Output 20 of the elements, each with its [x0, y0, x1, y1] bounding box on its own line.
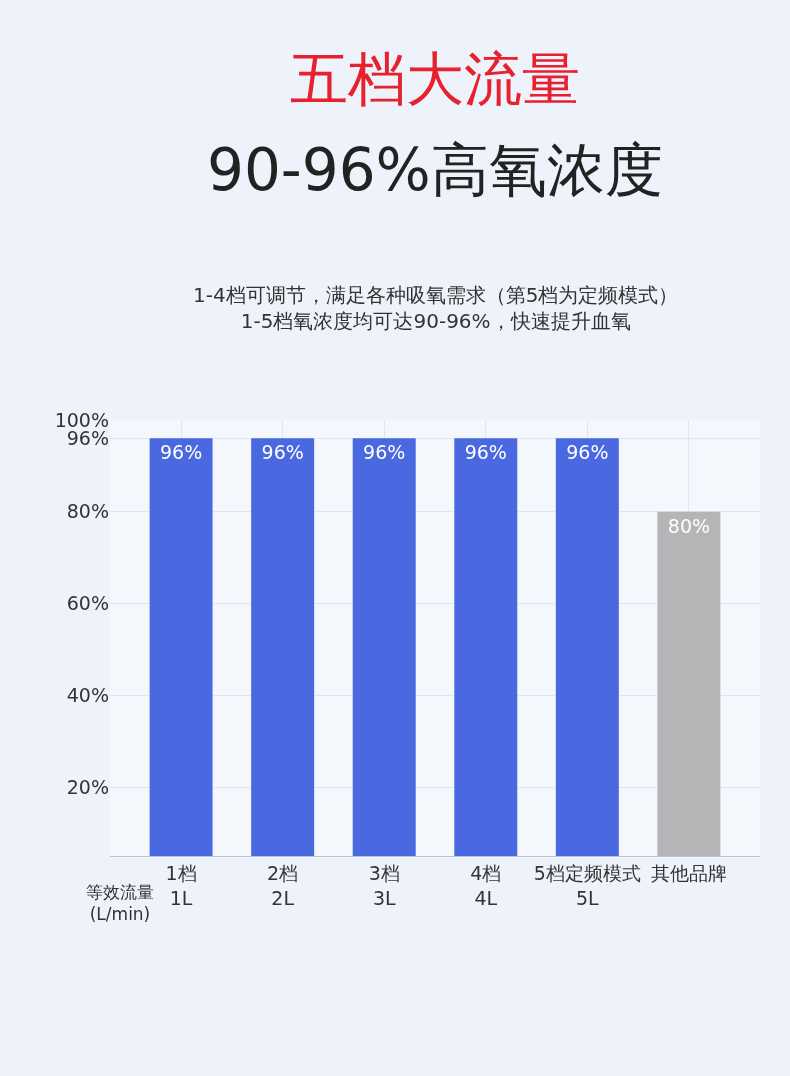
chart-title: 五档大流量	[290, 45, 580, 113]
x-tick-label: 4档 4L	[470, 861, 502, 909]
data-label: 96%	[363, 441, 406, 464]
text: 等效流量 (L/min)	[86, 882, 154, 925]
y-tick-label: 20%	[66, 775, 109, 798]
text: 1-4档可调节，满足各种吸氧需求（第5档为定频模式） 1-5档氧浓度均可达90-96%，快速提升血氧	[193, 283, 679, 333]
data-label: 96%	[566, 441, 609, 464]
data-label: 96%	[159, 441, 203, 464]
x-tick-label: 1档 1L	[165, 861, 197, 909]
x-tick-label: 3档 3L	[368, 861, 400, 909]
x-tick-label: 2档 2L	[267, 861, 299, 909]
chart-subtitle: 90-96%高氧浓度	[207, 136, 663, 204]
data-label: 96%	[464, 441, 507, 464]
y-tick-label: 60%	[66, 592, 109, 615]
x-tick-label: 5档定频模式 5L	[533, 861, 641, 909]
y-tick-label: 80%	[66, 500, 109, 523]
y-tick-label: 40%	[66, 684, 109, 707]
data-label: 96%	[261, 441, 304, 464]
data-label: 80%	[667, 514, 711, 537]
x-tick-label: 其他品牌	[650, 861, 727, 884]
